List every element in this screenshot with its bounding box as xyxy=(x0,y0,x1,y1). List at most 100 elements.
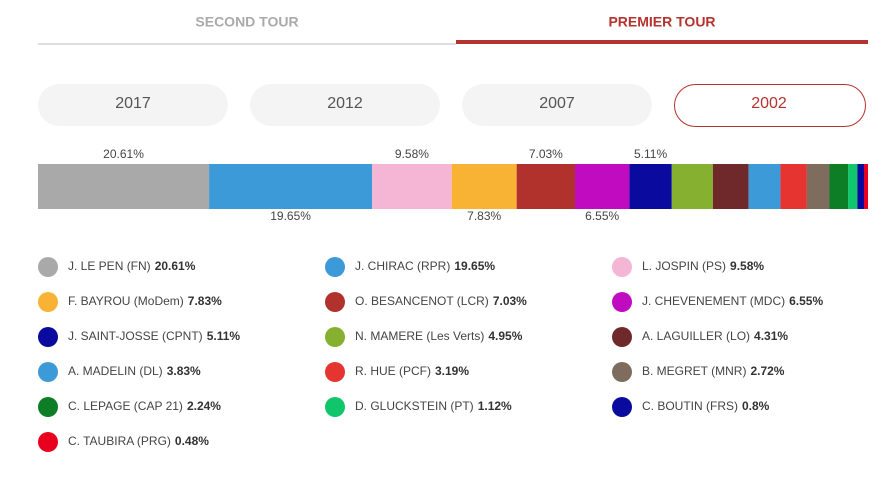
legend-entry: A. LAGUILLER (LO) 4.31% xyxy=(642,329,788,343)
bar-segment xyxy=(848,164,858,209)
year-button[interactable]: 2017 xyxy=(38,84,228,126)
year-pill[interactable] xyxy=(250,84,440,126)
bar-segment xyxy=(806,164,830,209)
legend-swatch xyxy=(325,257,345,277)
year-pill[interactable] xyxy=(38,84,228,126)
legend-swatch xyxy=(38,292,58,312)
bar-segment xyxy=(575,164,630,209)
year-button[interactable]: 2012 xyxy=(250,84,440,126)
tab[interactable]: PREMIER TOUR xyxy=(456,0,868,44)
legend-swatch xyxy=(612,292,632,312)
bar-segment xyxy=(38,164,210,209)
year-button[interactable]: 2002 xyxy=(674,84,866,127)
legend-entry: J. CHEVENEMENT (MDC) 6.55% xyxy=(642,294,823,308)
legend-name: F. BAYROU (MoDem) xyxy=(68,294,184,308)
legend-swatch xyxy=(325,362,345,382)
legend-entry: C. BOUTIN (FRS) 0.8% xyxy=(642,399,770,413)
legend-swatch xyxy=(38,432,58,452)
bar-segment xyxy=(372,164,452,209)
legend-swatch xyxy=(612,327,632,347)
year-label[interactable]: 2012 xyxy=(327,95,363,112)
legend-name: L. JOSPIN (PS) xyxy=(642,259,726,273)
bar-value-label: 20.61% xyxy=(103,147,144,161)
legend-entry: D. GLUCKSTEIN (PT) 1.12% xyxy=(355,399,512,413)
legend-value: 5.11% xyxy=(207,329,241,343)
bar-segment xyxy=(857,164,865,209)
bar-segment xyxy=(748,164,781,209)
legend-entry: N. MAMERE (Les Verts) 4.95% xyxy=(355,329,523,343)
legend-entry: L. JOSPIN (PS) 9.58% xyxy=(642,259,764,273)
bar-value-label: 7.03% xyxy=(529,147,563,161)
legend-entry: F. BAYROU (MoDem) 7.83% xyxy=(68,294,222,308)
legend-name: A. MADELIN (DL) xyxy=(68,364,163,378)
legend-swatch xyxy=(612,397,632,417)
year-label[interactable]: 2017 xyxy=(115,95,151,112)
legend-entry: A. MADELIN (DL) 3.83% xyxy=(68,364,201,378)
legend-value: 3.83% xyxy=(167,364,201,378)
bar-segment xyxy=(209,164,373,209)
legend-value: 1.12% xyxy=(478,399,512,413)
legend-value: 0.8% xyxy=(742,399,770,413)
legend-value: 6.55% xyxy=(789,294,823,308)
legend-swatch xyxy=(38,362,58,382)
bar-value-label: 6.55% xyxy=(585,209,619,223)
legend-value: 4.31% xyxy=(754,329,788,343)
bar-segment xyxy=(451,164,517,209)
legend-entry: C. TAUBIRA (PRG) 0.48% xyxy=(68,434,209,448)
legend-value: 9.58% xyxy=(730,259,764,273)
legend-entry: O. BESANCENOT (LCR) 7.03% xyxy=(355,294,527,308)
legend-value: 2.72% xyxy=(750,364,784,378)
tab-label[interactable]: SECOND TOUR xyxy=(195,14,298,30)
year-pill[interactable] xyxy=(674,84,866,127)
legend-value: 7.03% xyxy=(493,294,527,308)
legend-name: D. GLUCKSTEIN (PT) xyxy=(355,399,474,413)
legend-entry: C. LEPAGE (CAP 21) 2.24% xyxy=(68,399,221,413)
legend-swatch xyxy=(38,327,58,347)
legend-name: C. BOUTIN (FRS) xyxy=(642,399,738,413)
legend-entry: B. MEGRET (MNR) 2.72% xyxy=(642,364,785,378)
legend-entry: J. LE PEN (FN) 20.61% xyxy=(68,259,196,273)
bar-segment xyxy=(829,164,849,209)
bar-segment xyxy=(780,164,807,209)
year-button[interactable]: 2007 xyxy=(462,84,652,126)
legend-swatch xyxy=(325,292,345,312)
legend-swatch xyxy=(612,257,632,277)
bar-segment xyxy=(516,164,576,209)
legend-name: O. BESANCENOT (LCR) xyxy=(355,294,489,308)
legend-entry: J. CHIRAC (RPR) 19.65% xyxy=(355,259,495,273)
legend-swatch xyxy=(612,362,632,382)
legend-swatch xyxy=(325,397,345,417)
legend-name: A. LAGUILLER (LO) xyxy=(642,329,750,343)
legend-value: 20.61% xyxy=(155,259,196,273)
legend-name: J. SAINT-JOSSE (CPNT) xyxy=(68,329,203,343)
legend-value: 3.19% xyxy=(435,364,469,378)
legend-value: 2.24% xyxy=(187,399,221,413)
bar-segment xyxy=(671,164,713,209)
legend-entry: R. HUE (PCF) 3.19% xyxy=(355,364,469,378)
legend-name: B. MEGRET (MNR) xyxy=(642,364,746,378)
bar-value-label: 19.65% xyxy=(270,209,311,223)
legend-swatch xyxy=(325,327,345,347)
legend-name: J. CHIRAC (RPR) xyxy=(355,259,450,273)
bar-value-label: 9.58% xyxy=(395,147,429,161)
legend-value: 4.95% xyxy=(488,329,522,343)
legend-name: C. TAUBIRA (PRG) xyxy=(68,434,171,448)
legend-name: N. MAMERE (Les Verts) xyxy=(355,329,484,343)
year-label[interactable]: 2002 xyxy=(751,95,787,112)
legend-name: J. LE PEN (FN) xyxy=(68,259,151,273)
tab-label[interactable]: PREMIER TOUR xyxy=(608,14,715,30)
bar-value-label: 7.83% xyxy=(467,209,501,223)
legend-swatch xyxy=(38,397,58,417)
tab[interactable]: SECOND TOUR xyxy=(38,0,456,44)
bar-segment xyxy=(864,164,868,209)
legend-swatch xyxy=(38,257,58,277)
legend-entry: J. SAINT-JOSSE (CPNT) 5.11% xyxy=(68,329,240,343)
legend-value: 0.48% xyxy=(175,434,209,448)
legend-value: 19.65% xyxy=(454,259,495,273)
year-pill[interactable] xyxy=(462,84,652,126)
year-label[interactable]: 2007 xyxy=(539,95,575,112)
legend-name: C. LEPAGE (CAP 21) xyxy=(68,399,183,413)
bar-segment xyxy=(712,164,749,209)
